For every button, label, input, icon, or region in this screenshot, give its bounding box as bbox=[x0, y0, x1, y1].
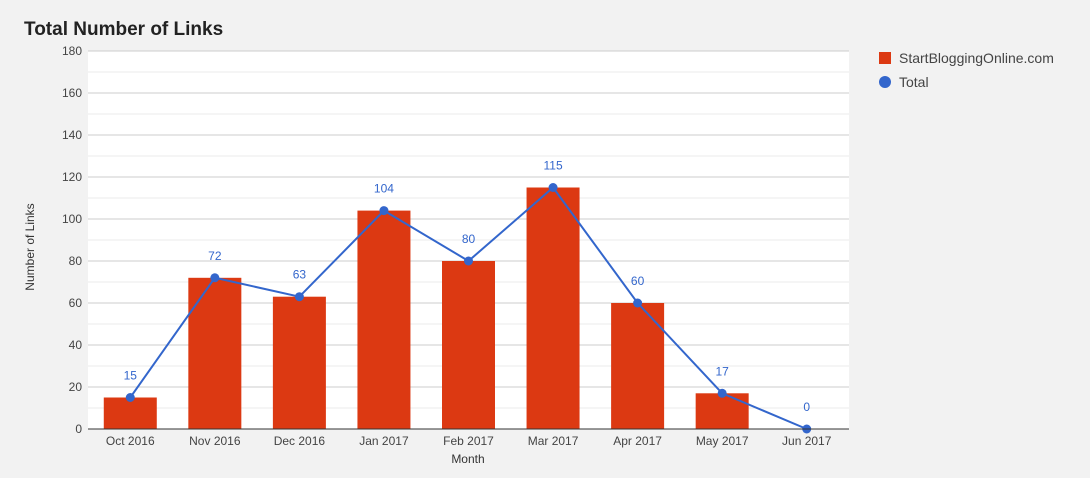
line-point[interactable] bbox=[294, 292, 304, 302]
x-axis-title: Month bbox=[451, 452, 484, 466]
line-point[interactable] bbox=[633, 298, 643, 308]
chart-title: Total Number of Links bbox=[24, 19, 223, 40]
legend-swatch-dot bbox=[879, 76, 891, 88]
x-tick-label: Apr 2017 bbox=[613, 434, 662, 448]
x-tick-label: Jun 2017 bbox=[782, 434, 832, 448]
y-tick-label: 60 bbox=[69, 296, 83, 310]
line-point[interactable] bbox=[717, 388, 727, 398]
data-label: 17 bbox=[715, 364, 729, 378]
line-point[interactable] bbox=[210, 273, 220, 283]
legend-item-line[interactable]: Total bbox=[879, 74, 929, 90]
bar[interactable] bbox=[526, 187, 580, 430]
x-tick-label: Nov 2016 bbox=[189, 434, 241, 448]
y-tick-label: 120 bbox=[62, 170, 82, 184]
data-label: 63 bbox=[293, 268, 307, 282]
data-label: 72 bbox=[208, 249, 222, 263]
data-label: 60 bbox=[631, 274, 645, 288]
bar[interactable] bbox=[695, 393, 749, 429]
line-point[interactable] bbox=[125, 393, 135, 402]
x-tick-label: Jan 2017 bbox=[359, 434, 409, 448]
x-tick-label: Mar 2017 bbox=[528, 434, 579, 448]
y-tick-label: 140 bbox=[62, 128, 82, 142]
data-label: 104 bbox=[374, 182, 394, 196]
line-point[interactable] bbox=[548, 183, 558, 192]
y-tick-label: 100 bbox=[62, 212, 82, 226]
data-label: 0 bbox=[803, 400, 810, 414]
line-point[interactable] bbox=[464, 256, 473, 266]
line-series bbox=[125, 183, 812, 434]
y-axis-title: Number of Links bbox=[23, 203, 37, 290]
y-tick-label: 180 bbox=[62, 44, 82, 58]
bar[interactable] bbox=[188, 277, 242, 429]
y-tick-label: 20 bbox=[69, 380, 83, 394]
bar[interactable] bbox=[611, 303, 665, 429]
legend-label: Total bbox=[899, 74, 929, 90]
bar[interactable] bbox=[103, 397, 157, 430]
y-tick-label: 40 bbox=[69, 338, 83, 352]
bar-series bbox=[103, 187, 749, 430]
bar[interactable] bbox=[442, 261, 495, 429]
x-tick-label: Dec 2016 bbox=[274, 434, 326, 448]
legend-item-bar[interactable]: StartBloggingOnline.com bbox=[879, 50, 1054, 66]
y-tick-label: 0 bbox=[75, 422, 82, 436]
x-tick-label: May 2017 bbox=[696, 434, 749, 448]
data-labels: 15 72 63 104 80 115 60 17 0 bbox=[124, 159, 811, 415]
bar[interactable] bbox=[272, 296, 326, 429]
data-label: 115 bbox=[543, 159, 562, 173]
legend-label: StartBloggingOnline.com bbox=[899, 50, 1054, 66]
line-point[interactable] bbox=[379, 206, 389, 216]
axes: 0 20 40 60 80 100 120 140 160 180 Oct 2016 Nov 2016… bbox=[62, 44, 849, 448]
y-tick-label: 160 bbox=[62, 86, 82, 100]
y-tick-label: 80 bbox=[69, 254, 83, 268]
legend-swatch-square bbox=[879, 52, 891, 64]
bar[interactable] bbox=[357, 210, 411, 429]
data-label: 15 bbox=[124, 369, 138, 383]
data-label: 80 bbox=[462, 232, 476, 246]
legend[interactable]: StartBloggingOnline.com Total bbox=[879, 50, 1054, 90]
x-tick-label: Oct 2016 bbox=[106, 434, 155, 448]
x-tick-label: Feb 2017 bbox=[443, 434, 494, 448]
